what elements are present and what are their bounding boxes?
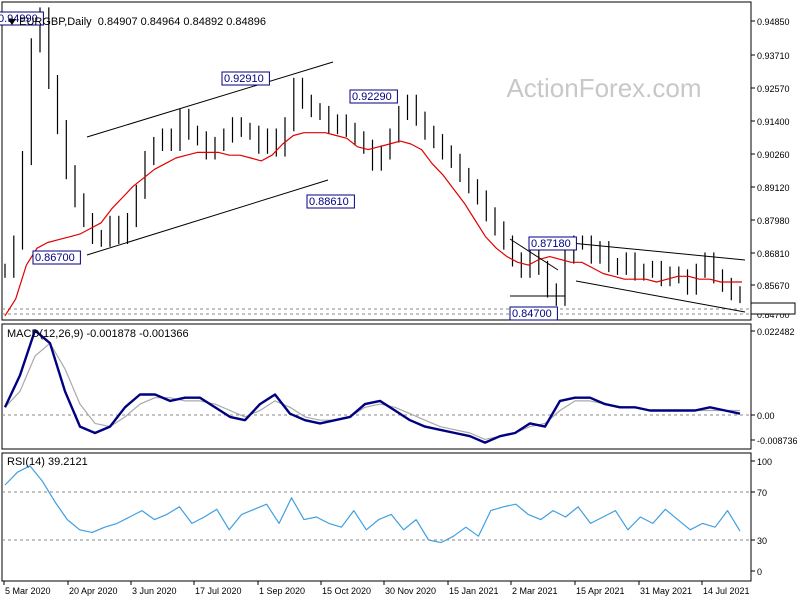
y-tick-label-rsi: 100 <box>757 457 772 467</box>
x-tick-label: 15 Jan 2021 <box>449 586 499 596</box>
x-tick-label: 15 Oct 2020 <box>322 586 371 596</box>
y-tick-label-rsi: 70 <box>757 488 767 498</box>
x-tick-label: 31 May 2021 <box>640 586 692 596</box>
x-tick-label: 2 Mar 2021 <box>512 586 558 596</box>
x-tick-label: 3 Jun 2020 <box>132 586 177 596</box>
y-tick-label-price: 0.85670 <box>757 281 790 291</box>
dropdown-triangle-icon <box>8 19 17 26</box>
x-tick-label: 5 Mar 2020 <box>5 586 51 596</box>
level-annotation-box <box>306 194 355 209</box>
level-annotation-label: 0.84700 <box>512 308 552 320</box>
level-annotation-box <box>32 250 81 265</box>
wedge-upper-line <box>509 238 559 271</box>
y-tick-label-price: 0.89120 <box>757 183 790 193</box>
level-annotation-box <box>509 306 558 321</box>
y-tick-label-price: 0.87980 <box>757 216 790 226</box>
x-tick-label: 1 Sep 2020 <box>259 586 305 596</box>
level-annotation-box <box>349 89 398 104</box>
y-tick-label-price: 0.91400 <box>757 117 790 127</box>
level-annotation-label: 0.92910 <box>224 73 264 85</box>
pane-frame-price <box>1 1 752 321</box>
y-tick-label-macd: -0.008736 <box>757 436 798 446</box>
y-tick-label-price: 0.94850 <box>757 17 790 27</box>
watermark: ActionForex.com <box>506 73 701 103</box>
level-annotation-box <box>528 236 577 251</box>
pane-frame-rsi <box>1 452 752 582</box>
ohlc-values: 0.84907 0.84964 0.84892 0.84896 <box>97 16 267 28</box>
x-tick-label: 17 Jul 2020 <box>195 586 242 596</box>
level-annotation-box <box>221 71 270 86</box>
flag-upper-line <box>570 242 746 261</box>
pane-frame-macd <box>1 323 752 450</box>
x-tick-label: 14 Jul 2021 <box>703 586 750 596</box>
symbol-label: EURGBP,Daily <box>19 16 92 28</box>
x-tick-label: 15 Apr 2021 <box>576 586 625 596</box>
y-tick-label-price: 0.93710 <box>757 51 790 61</box>
moving-average-line <box>4 132 742 317</box>
lower-channel-line <box>86 179 329 256</box>
rsi-line <box>4 465 741 544</box>
macd-line <box>3 329 741 444</box>
level-annotation-label: 0.88610 <box>309 196 349 208</box>
upper-channel-line <box>86 61 334 138</box>
y-tick-label-price: 0.92570 <box>757 84 790 94</box>
macd-header: MACD(12,26,9) -0.001878 -0.001366 <box>7 328 189 340</box>
y-tick-label-price: 0.90260 <box>757 150 790 160</box>
y-tick-label-macd: 0.00 <box>757 411 775 421</box>
level-annotation-label: 0.86700 <box>35 252 75 264</box>
y-tick-label-price: 0.84700 <box>757 310 790 320</box>
x-tick-label: 20 Apr 2020 <box>69 586 118 596</box>
price-header: EURGBP,Daily 0.84907 0.84964 0.84892 0.8… <box>2 4 266 28</box>
level-annotation-label: 0.87180 <box>531 238 571 250</box>
y-tick-label-rsi: 0 <box>757 567 762 577</box>
level-annotation-label: 0.92290 <box>352 91 392 103</box>
y-tick-label-rsi: 30 <box>757 536 767 546</box>
current-price-tag <box>750 302 796 315</box>
rsi-header: RSI(14) 39.2121 <box>7 456 88 468</box>
y-tick-label-macd: 0.022482 <box>757 327 795 337</box>
flag-lower-line <box>575 280 746 313</box>
x-tick-label: 30 Nov 2020 <box>385 586 436 596</box>
y-tick-label-price: 0.86810 <box>757 249 790 259</box>
